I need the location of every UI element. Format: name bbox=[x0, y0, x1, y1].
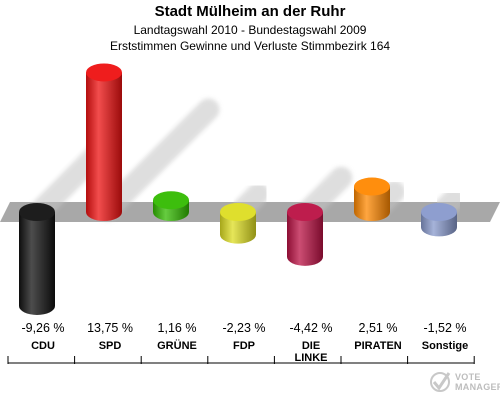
bar-cap bbox=[153, 191, 189, 210]
bar-body bbox=[287, 212, 323, 266]
value-label: 1,16 % bbox=[158, 321, 197, 335]
value-label: 13,75 % bbox=[87, 321, 133, 335]
chart-subtitle-district: Erststimmen Gewinne und Verluste Stimmbe… bbox=[109, 39, 391, 53]
category-label: GRÜNE bbox=[157, 339, 197, 352]
bar-cap bbox=[421, 203, 457, 221]
logo-line-vote: VOTE bbox=[455, 372, 481, 382]
bar-cap bbox=[287, 203, 323, 221]
value-label: -4,42 % bbox=[289, 321, 332, 335]
bar-die-linke bbox=[287, 203, 323, 266]
bar-body bbox=[354, 186, 390, 221]
vote-manager-logo bbox=[430, 372, 451, 392]
bar-spd bbox=[86, 63, 122, 221]
logo-line-manager: MANAGER bbox=[455, 382, 500, 392]
category-label: FDP bbox=[233, 340, 255, 352]
bar-body bbox=[19, 212, 55, 315]
bar-piraten bbox=[354, 177, 390, 221]
bar-shadow bbox=[97, 98, 220, 221]
bar-cdu bbox=[19, 203, 55, 315]
bar-gr-ne bbox=[153, 191, 189, 221]
bar-fdp bbox=[220, 203, 256, 244]
bar-sonstige bbox=[421, 203, 457, 237]
chart-title: Stadt Mülheim an der Ruhr bbox=[154, 3, 346, 20]
bar-cap bbox=[354, 177, 390, 196]
value-label: -2,23 % bbox=[222, 321, 265, 335]
bar-body bbox=[220, 212, 256, 244]
bar-cap bbox=[86, 63, 122, 82]
value-label: -9,26 % bbox=[21, 321, 64, 335]
category-label: CDU bbox=[31, 340, 55, 352]
vote-manager-logo-text: VOTE MANAGER bbox=[455, 372, 500, 392]
bar-body bbox=[86, 72, 122, 221]
category-label: PIRATEN bbox=[354, 340, 402, 352]
bar-cap bbox=[19, 203, 55, 221]
category-label: Sonstige bbox=[422, 340, 468, 352]
value-label: -1,52 % bbox=[423, 321, 466, 335]
category-label: DIE LINKE bbox=[295, 340, 328, 364]
value-label: 2,51 % bbox=[359, 321, 398, 335]
category-label: SPD bbox=[99, 340, 122, 352]
bar-cap bbox=[220, 203, 256, 221]
chart-subtitle-election: Landtagswahl 2010 - Bundestagswahl 2009 bbox=[133, 23, 367, 37]
